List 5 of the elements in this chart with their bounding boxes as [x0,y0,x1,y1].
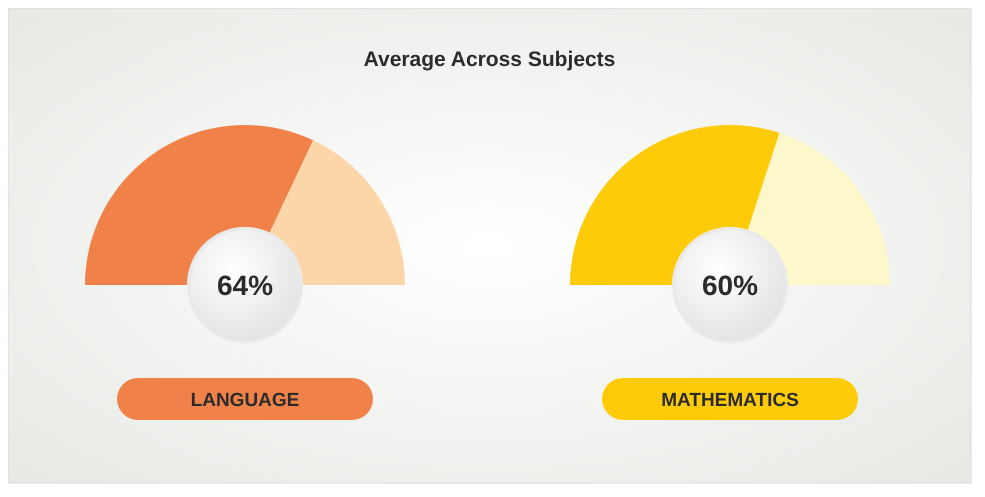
text: 64% [216,270,274,301]
text: 60% [702,270,758,301]
text: LANGUAGE [190,390,300,411]
text: Average Across Subjects [364,48,616,71]
text: MATHEMATICS [661,390,799,411]
